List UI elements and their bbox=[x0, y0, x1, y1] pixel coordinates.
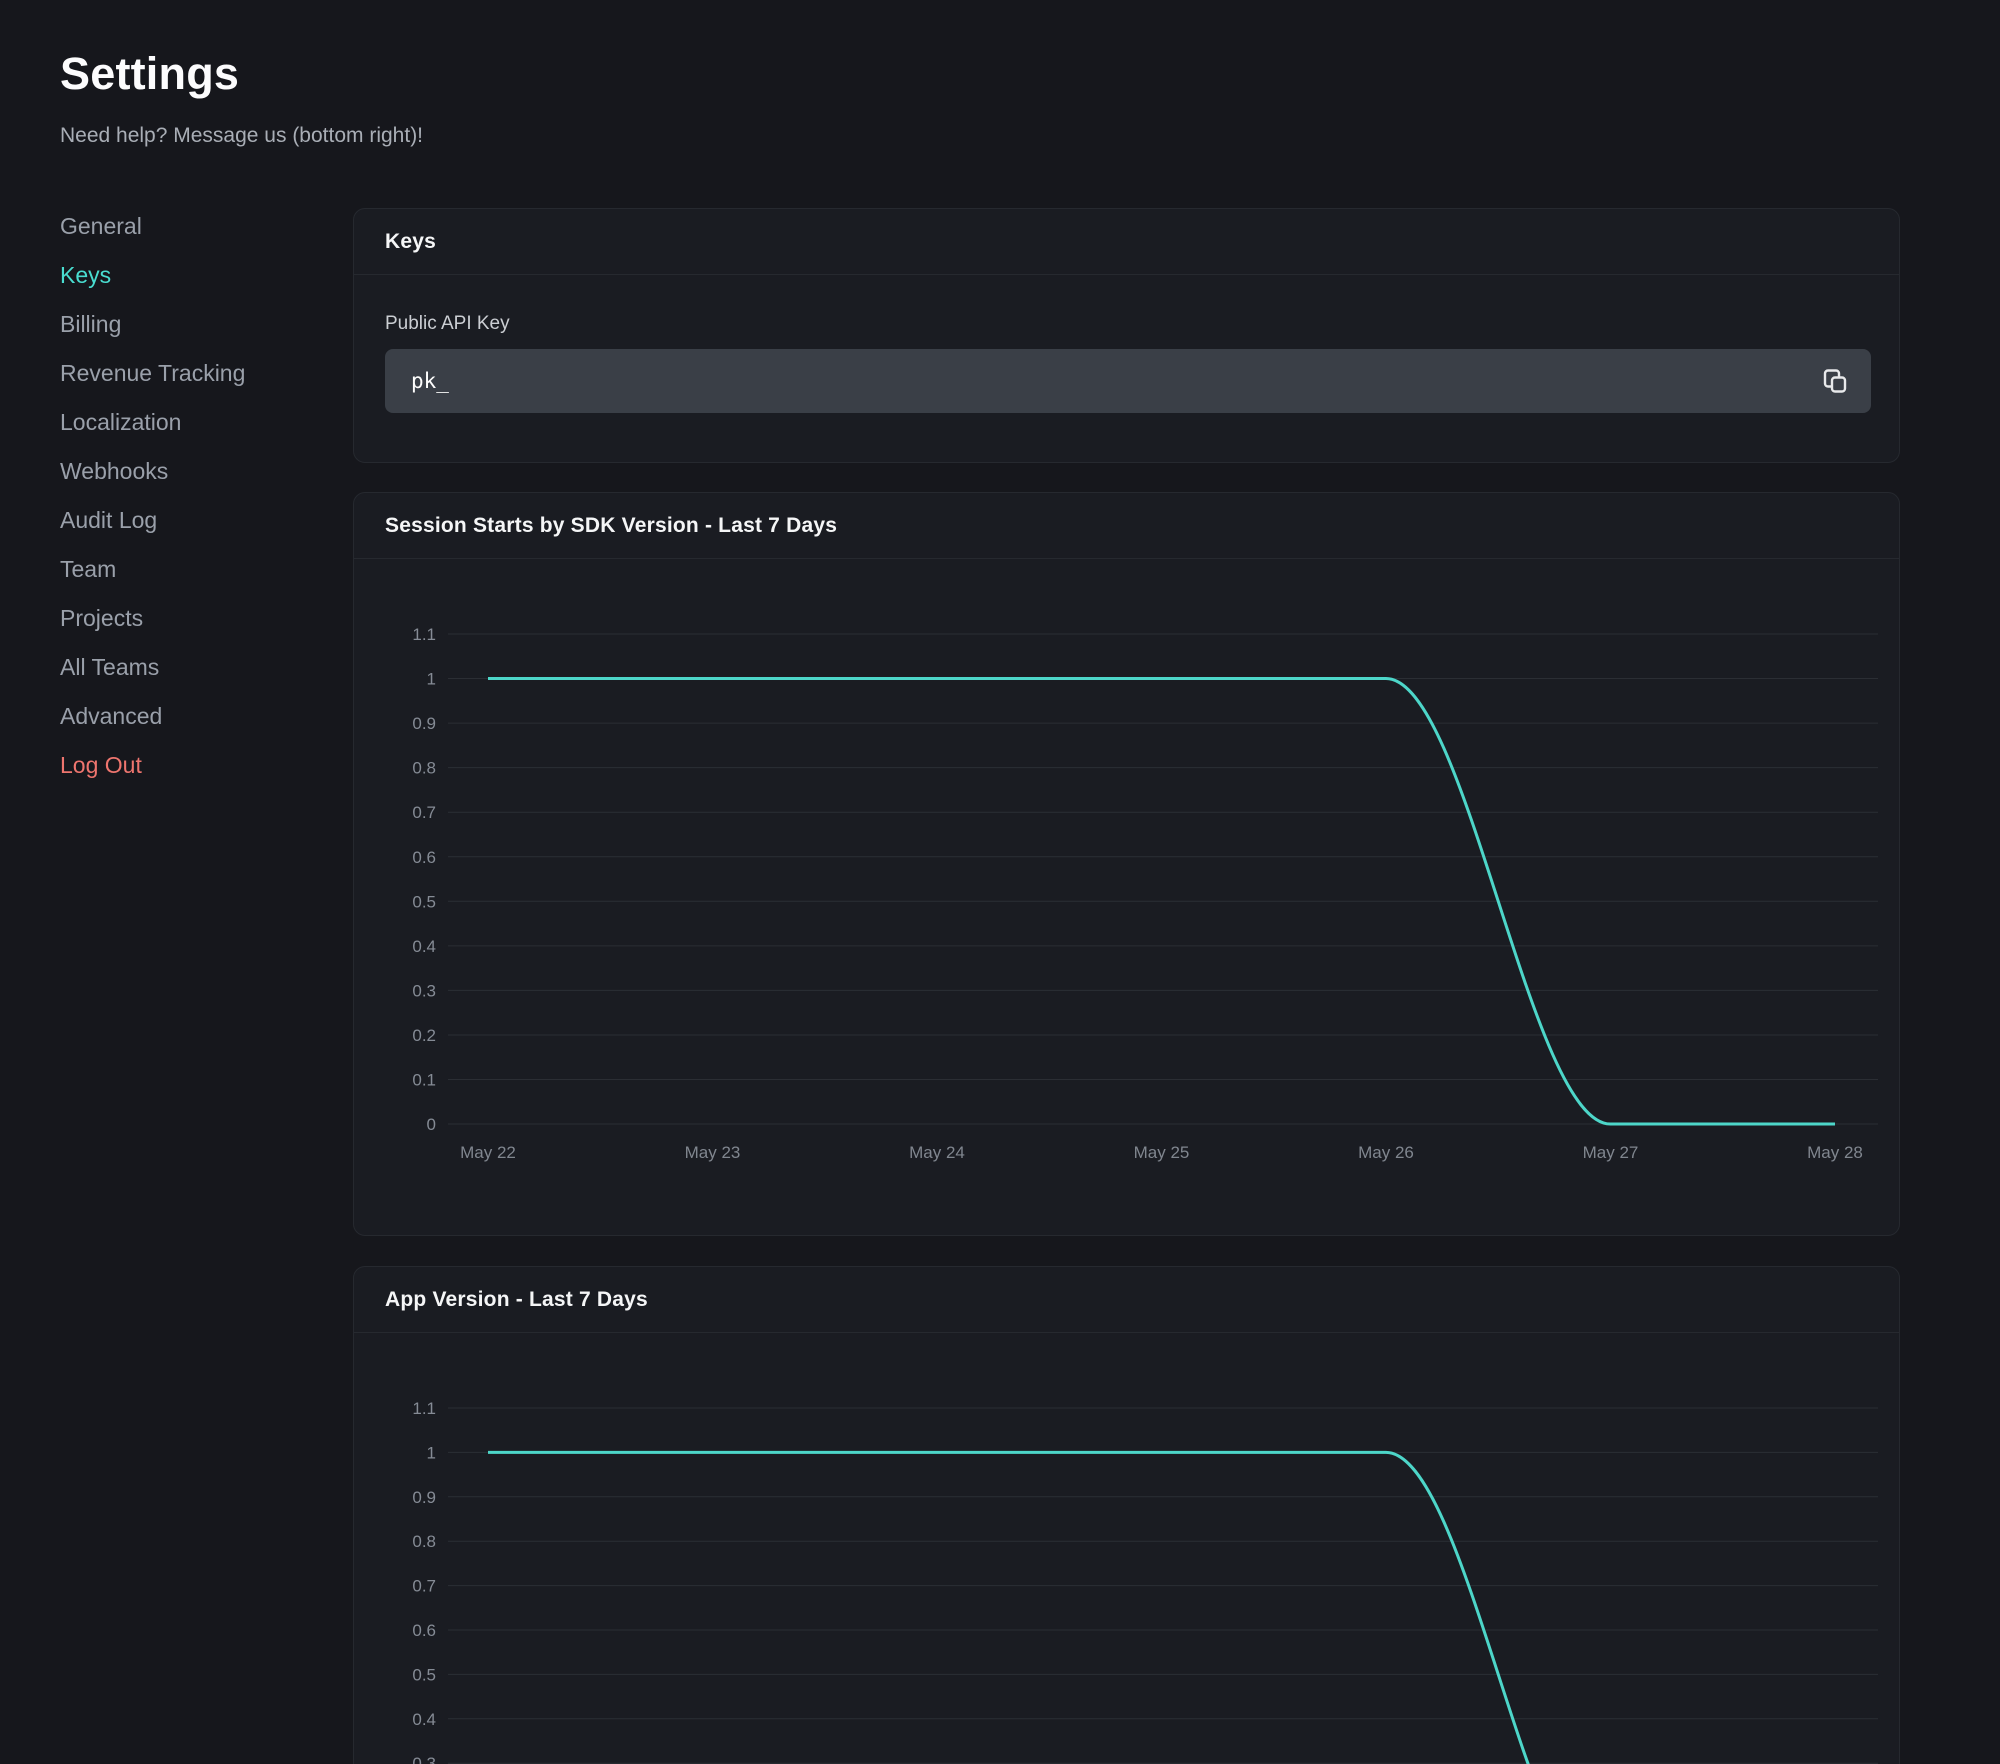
y-axis-tick-label: 1 bbox=[427, 670, 436, 689]
keys-card-title: Keys bbox=[385, 229, 437, 253]
sidebar-item-revenue-tracking[interactable]: Revenue Tracking bbox=[60, 360, 246, 386]
y-axis-tick-label: 0.2 bbox=[412, 1026, 436, 1045]
app-version-chart-card: App Version - Last 7 Days 1.1 1 0.9 0.8 0.7 0… bbox=[353, 1266, 1900, 1764]
x-axis-tick-label: May 26 bbox=[1358, 1143, 1414, 1162]
x-axis-tick-label: May 27 bbox=[1583, 1143, 1639, 1162]
y-axis-tick-label: 1 bbox=[427, 1443, 436, 1462]
x-axis-tick-label: May 28 bbox=[1807, 1143, 1863, 1162]
sidebar-item-webhooks[interactable]: Webhooks bbox=[60, 458, 169, 484]
y-axis-tick-label: 0.7 bbox=[412, 1577, 436, 1596]
page-title: Settings bbox=[60, 48, 240, 99]
sidebar-item-localization[interactable]: Localization bbox=[60, 409, 182, 435]
y-axis-tick-label: 0.6 bbox=[412, 848, 436, 867]
x-axis-tick-label: May 25 bbox=[1134, 1143, 1190, 1162]
y-axis-tick-label: 0.5 bbox=[412, 1665, 436, 1684]
y-axis-tick-label: 0.1 bbox=[412, 1071, 436, 1090]
copy-icon bbox=[1823, 369, 1847, 393]
series-line bbox=[488, 1450, 1530, 1764]
y-axis-tick-label: 0.6 bbox=[412, 1621, 436, 1640]
y-axis-tick-label: 0.3 bbox=[412, 981, 436, 1000]
y-axis-tick-label: 0.8 bbox=[412, 1532, 436, 1551]
y-axis-tick-label: 1.1 bbox=[412, 625, 436, 644]
sidebar-item-log-out[interactable]: Log Out bbox=[60, 752, 142, 778]
public-api-key-input[interactable] bbox=[411, 369, 1819, 393]
y-axis-tick-label: 0.5 bbox=[412, 892, 436, 911]
sidebar-item-team[interactable]: Team bbox=[60, 556, 117, 582]
settings-sidebar: General Keys Billing Revenue Tracking Lo… bbox=[60, 202, 310, 790]
sidebar-item-advanced[interactable]: Advanced bbox=[60, 703, 163, 729]
y-axis-tick-label: 1.1 bbox=[412, 1399, 436, 1418]
sidebar-item-audit-log[interactable]: Audit Log bbox=[60, 507, 158, 533]
sidebar-item-billing[interactable]: Billing bbox=[60, 311, 122, 337]
series-line bbox=[488, 677, 1835, 1126]
sidebar-item-all-teams[interactable]: All Teams bbox=[60, 654, 160, 680]
sidebar-item-general[interactable]: General bbox=[60, 213, 142, 239]
sidebar-item-keys[interactable]: Keys bbox=[60, 262, 112, 288]
y-axis-tick-label: 0.4 bbox=[412, 1710, 436, 1729]
y-axis-tick-label: 0.9 bbox=[412, 714, 436, 733]
y-axis-tick-label: 0.8 bbox=[412, 759, 436, 778]
page-subtitle: Need help? Message us (bottom right)! bbox=[60, 124, 424, 147]
public-api-key-field bbox=[385, 349, 1871, 413]
sdk-sessions-chart-title: Session Starts by SDK Version - Last 7 D… bbox=[385, 513, 838, 537]
sdk-sessions-chart-card: Session Starts by SDK Version - Last 7 D… bbox=[353, 492, 1900, 1236]
public-api-key-label: Public API Key bbox=[385, 313, 510, 334]
sidebar-item-projects[interactable]: Projects bbox=[60, 605, 144, 631]
sdk-sessions-line-chart: 1.1 1 0.9 0.8 0.7 0.6 0.5 0.4 0.3 0.2 0.1 0 May 22 Ma… bbox=[412, 625, 1878, 1162]
y-axis-tick-label: 0.9 bbox=[412, 1488, 436, 1507]
y-axis-tick-label: 0.7 bbox=[412, 803, 436, 822]
x-axis-tick-label: May 22 bbox=[460, 1143, 516, 1162]
sdk-sessions-chart-header: Session Starts by SDK Version - Last 7 D… bbox=[354, 493, 1899, 559]
y-axis-tick-label: 0.3 bbox=[412, 1754, 436, 1764]
x-axis-tick-label: May 23 bbox=[685, 1143, 741, 1162]
keys-card-header: Keys bbox=[354, 209, 1899, 275]
x-axis-tick-label: May 24 bbox=[909, 1143, 965, 1162]
app-version-chart-title: App Version - Last 7 Days bbox=[385, 1287, 648, 1311]
keys-card: Keys Public API Key bbox=[353, 208, 1900, 463]
copy-button[interactable] bbox=[1819, 365, 1851, 397]
app-version-chart-header: App Version - Last 7 Days bbox=[354, 1267, 1899, 1333]
y-axis-tick-label: 0.4 bbox=[412, 937, 436, 956]
y-axis-tick-label: 0 bbox=[427, 1115, 436, 1134]
